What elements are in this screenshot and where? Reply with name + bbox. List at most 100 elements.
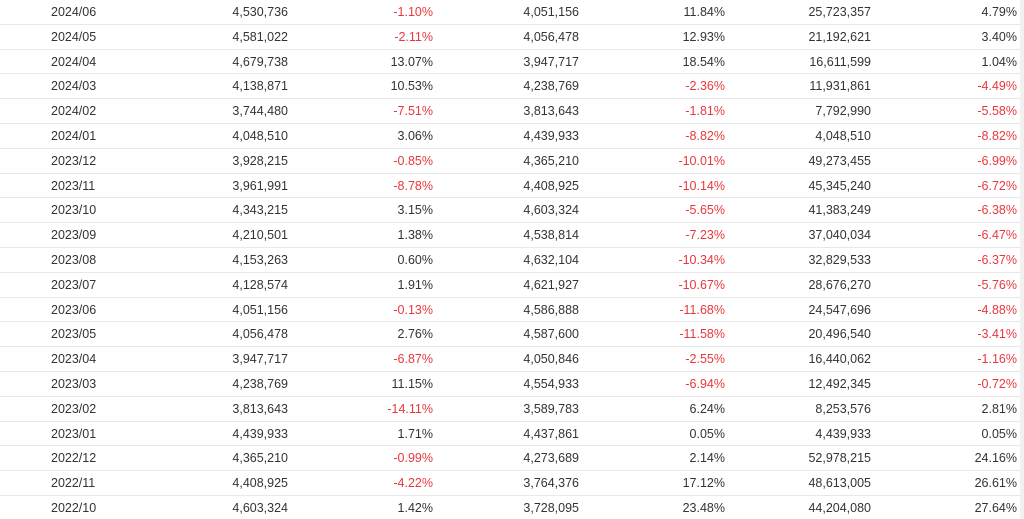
prior-value-cell: 3,589,783 [523,401,579,416]
yoy-change-cell: -10.01% [678,153,725,168]
yoy-change-cell: -5.65% [685,203,725,218]
cumulative-change-cell: 1.04% [981,54,1017,69]
prior-value-cell: 4,439,933 [523,128,579,143]
period-cell: 2023/12 [51,153,97,168]
prior-value-cell: 4,437,861 [523,426,579,441]
prior-value-cell: 4,621,927 [523,277,579,292]
yoy-change-cell: -7.23% [685,228,725,243]
yoy-change-cell: 18.54% [682,54,725,69]
prior-value-cell: 3,728,095 [523,500,579,515]
cumulative-cell: 52,978,215 [808,451,871,466]
mom-change-cell: 1.91% [397,277,433,292]
cumulative-change-cell: 2.81% [981,401,1017,416]
yoy-change-cell: 12.93% [682,29,725,44]
table-row: 2023/04 3,947,717 -6.87% 4,050,846 -2.55% 16,… [0,347,1020,372]
prior-value-cell: 4,554,933 [523,376,579,391]
period-cell: 2023/03 [51,376,97,391]
cumulative-cell: 20,496,540 [808,327,871,342]
prior-value-cell: 4,587,600 [523,327,579,342]
period-cell: 2024/02 [51,104,97,119]
yoy-change-cell: 0.05% [689,426,725,441]
cumulative-change-cell: -4.49% [977,79,1017,94]
prior-value-cell: 3,764,376 [523,476,579,491]
table-row: 2022/10 4,603,324 1.42% 3,728,095 23.48% 44,2… [0,496,1020,519]
yoy-change-cell: -2.36% [685,79,725,94]
mom-change-cell: 13.07% [390,54,433,69]
cumulative-change-cell: 26.61% [974,476,1017,491]
prior-value-cell: 4,603,324 [523,203,579,218]
table-row: 2023/03 4,238,769 11.15% 4,554,933 -6.94% 12,… [0,372,1020,397]
yoy-change-cell: -10.34% [678,252,725,267]
cumulative-cell: 16,611,599 [809,54,871,69]
table-row: 2023/09 4,210,501 1.38% 4,538,814 -7.23% 37,0… [0,223,1020,248]
cumulative-cell: 28,676,270 [808,277,871,292]
period-cell: 2023/02 [51,401,97,416]
mom-change-cell: 11.15% [391,376,433,391]
cumulative-change-cell: -3.41% [977,327,1017,342]
cumulative-cell: 12,492,345 [808,376,871,391]
table-row: 2024/03 4,138,871 10.53% 4,238,769 -2.36% 11,… [0,74,1020,100]
prior-value-cell: 4,273,689 [523,451,579,466]
yoy-change-cell: -10.67% [678,277,725,292]
value-cell: 3,744,480 [232,104,288,119]
cumulative-change-cell: 3.40% [981,29,1017,44]
scrollbar[interactable] [1020,0,1024,519]
period-cell: 2023/08 [51,252,97,267]
prior-value-cell: 4,632,104 [523,252,579,267]
cumulative-cell: 4,439,933 [815,426,871,441]
table-row: 2024/02 3,744,480 -7.51% 3,813,643 -1.81% 7,7… [0,99,1020,124]
period-cell: 2024/06 [51,5,97,19]
prior-value-cell: 4,365,210 [523,153,579,168]
period-cell: 2023/01 [51,426,97,441]
table-row: 2024/05 4,581,022 -2.11% 4,056,478 12.93% 21,… [0,25,1020,50]
period-cell: 2023/06 [51,302,97,317]
cumulative-change-cell: 27.64% [974,500,1017,515]
value-cell: 4,210,501 [232,228,288,243]
table-row: 2024/06 4,530,736 -1.10% 4,051,156 11.84% 25,… [0,0,1020,25]
cumulative-cell: 37,040,034 [808,228,871,243]
value-cell: 4,679,738 [232,54,288,69]
prior-value-cell: 4,238,769 [523,79,579,94]
yoy-change-cell: -11.68% [679,302,725,317]
table-row: 2023/01 4,439,933 1.71% 4,437,861 0.05% 4,439… [0,422,1020,447]
cumulative-change-cell: -5.76% [977,277,1017,292]
cumulative-cell: 48,613,005 [808,476,871,491]
table-row: 2023/05 4,056,478 2.76% 4,587,600 -11.58% 20,… [0,322,1020,348]
cumulative-cell: 21,192,621 [808,29,871,44]
yoy-change-cell: 17.12% [682,476,725,491]
table-row: 2023/06 4,051,156 -0.13% 4,586,888 -11.68% 24… [0,298,1020,323]
mom-change-cell: 1.71% [397,426,433,441]
mom-change-cell: 2.76% [397,327,433,342]
cumulative-change-cell: -8.82% [977,128,1017,143]
prior-value-cell: 4,051,156 [523,5,579,19]
cumulative-cell: 16,440,062 [808,352,871,367]
yoy-change-cell: 23.48% [682,500,725,515]
period-cell: 2022/10 [51,500,97,515]
mom-change-cell: 10.53% [390,79,433,94]
mom-change-cell: 3.06% [397,128,433,143]
cumulative-cell: 32,829,533 [808,252,871,267]
value-cell: 4,439,933 [232,426,288,441]
table-row: 2024/01 4,048,510 3.06% 4,439,933 -8.82% 4,04… [0,124,1020,149]
table-row: 2023/12 3,928,215 -0.85% 4,365,210 -10.01% 49… [0,149,1020,174]
yoy-change-cell: -10.14% [678,178,725,193]
value-cell: 3,813,643 [232,401,288,416]
cumulative-change-cell: 0.05% [981,426,1017,441]
cumulative-cell: 41,383,249 [808,203,871,218]
yoy-change-cell: -8.82% [685,128,725,143]
mom-change-cell: -0.13% [393,302,433,317]
cumulative-change-cell: -6.72% [977,178,1017,193]
period-cell: 2023/05 [51,327,97,342]
yoy-change-cell: -11.58% [679,327,725,342]
value-cell: 4,128,574 [232,277,288,292]
value-cell: 4,603,324 [232,500,288,515]
cumulative-change-cell: -6.38% [977,203,1017,218]
prior-value-cell: 4,538,814 [523,228,579,243]
table-row: 2023/10 4,343,215 3.15% 4,603,324 -5.65% 41,3… [0,198,1020,224]
table-row: 2023/07 4,128,574 1.91% 4,621,927 -10.67% 28,… [0,273,1020,298]
cumulative-change-cell: -0.72% [977,376,1017,391]
cumulative-change-cell: -6.99% [977,153,1017,168]
value-cell: 4,153,263 [232,252,288,267]
period-cell: 2023/11 [51,178,96,193]
